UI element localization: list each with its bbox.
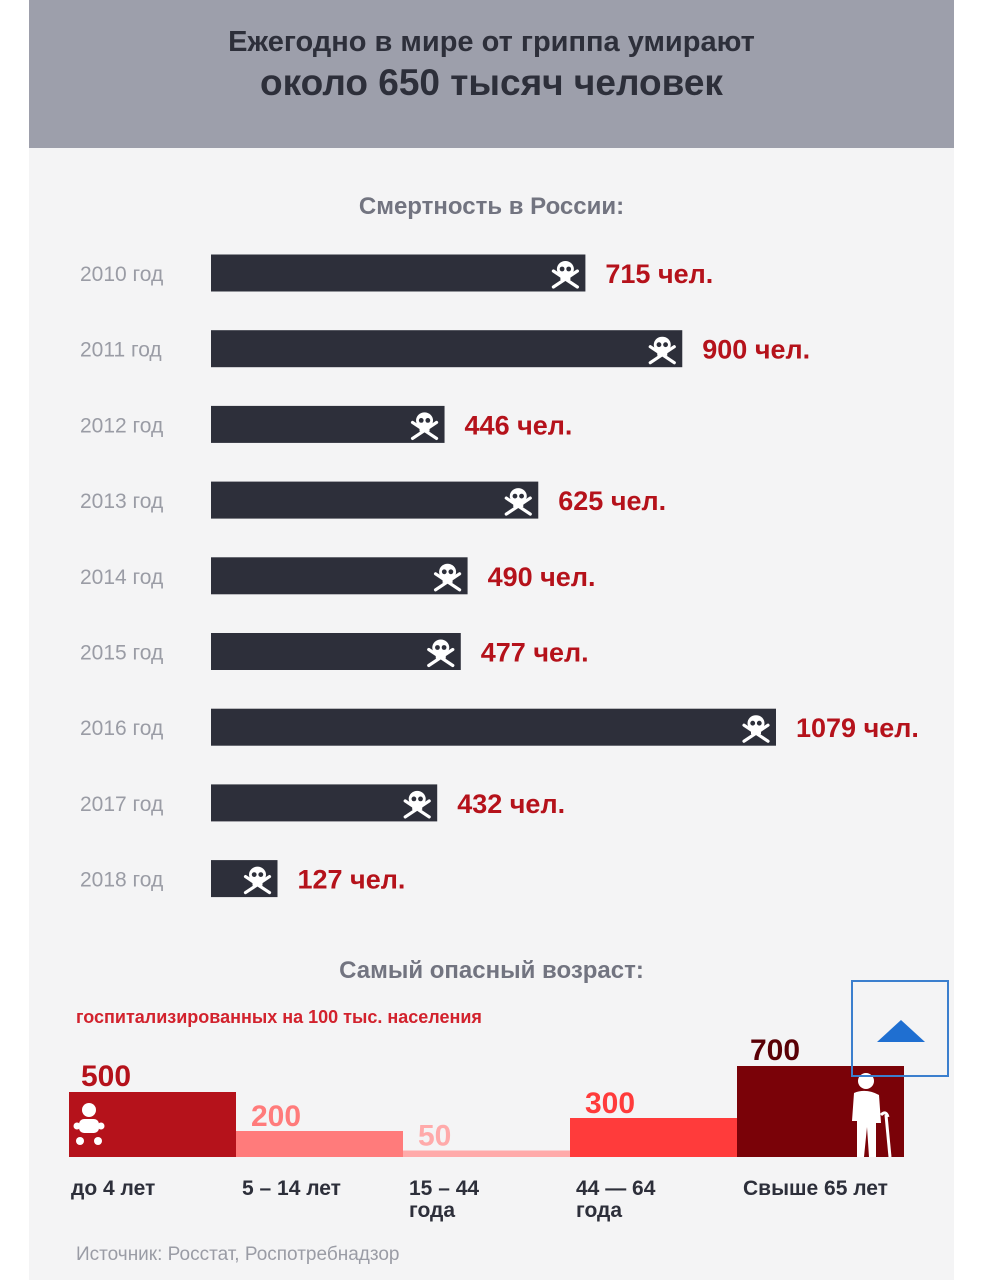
age-section-title: Самый опасный возраст:: [339, 957, 644, 984]
age-category-label: Свыше 65 лет: [743, 1177, 888, 1200]
year-label: 2017 год: [80, 793, 163, 816]
death-value-label: 446 чел.: [465, 410, 573, 440]
skull-crossbones-icon: [243, 866, 272, 895]
death-value-label: 490 чел.: [488, 562, 596, 592]
year-label: 2013 год: [80, 490, 163, 513]
age-value-label: 50: [418, 1120, 451, 1153]
year-label: 2015 год: [80, 642, 163, 665]
death-bar: [211, 330, 683, 368]
death-value-label: 477 чел.: [481, 638, 589, 668]
header-line2: около 650 тысяч человек: [260, 62, 723, 103]
age-value-label: 500: [81, 1060, 131, 1093]
death-value-label: 432 чел.: [457, 789, 565, 819]
death-bar: [211, 708, 776, 746]
death-bar: [211, 481, 539, 519]
age-category-label: 15 – 44: [409, 1177, 479, 1200]
skull-crossbones-icon: [551, 261, 579, 289]
year-label: 2012 год: [80, 414, 163, 437]
age-bar: [570, 1118, 737, 1157]
death-bar: [211, 784, 438, 822]
year-label: 2016 год: [80, 717, 163, 740]
age-category-label: до 4 лет: [71, 1177, 155, 1200]
age-value-label: 200: [251, 1100, 301, 1133]
scroll-to-top-button[interactable]: [851, 980, 949, 1077]
death-bar: [211, 405, 445, 443]
death-bar: [211, 254, 586, 292]
age-bar: [236, 1131, 403, 1157]
skull-crossbones-icon: [742, 715, 770, 743]
death-value-label: 900 чел.: [702, 335, 810, 365]
age-category-label: 44 — 64: [576, 1177, 656, 1200]
death-value-label: 715 чел.: [605, 259, 713, 289]
year-label: 2011 год: [80, 339, 162, 362]
skull-crossbones-icon: [410, 412, 439, 440]
death-value-label: 1079 чел.: [796, 713, 919, 743]
age-value-label: 300: [585, 1087, 635, 1120]
age-category-label: 5 – 14 лет: [242, 1177, 341, 1200]
header-line1: Ежегодно в мире от гриппа умирают: [228, 26, 755, 58]
skull-crossbones-icon: [648, 336, 676, 365]
baby-icon: [73, 1103, 105, 1145]
header-banner: Ежегодно в мире от гриппа умирают около …: [29, 0, 954, 148]
year-label: 2018 год: [80, 869, 163, 892]
age-category-label: года: [576, 1199, 622, 1222]
death-value-label: 127 чел.: [298, 865, 406, 895]
skull-crossbones-icon: [433, 563, 462, 592]
age-subtitle: госпитализированных на 100 тыс. населени…: [76, 1007, 482, 1027]
year-label: 2014 год: [80, 566, 163, 589]
age-bar: [403, 1150, 570, 1157]
skull-crossbones-icon: [403, 790, 431, 819]
skull-crossbones-icon: [504, 488, 532, 516]
death-bar: [211, 557, 468, 595]
triangle-up-icon: [877, 1020, 925, 1042]
death-value-label: 625 чел.: [558, 486, 666, 516]
skull-crossbones-icon: [427, 639, 455, 668]
death-bar: [211, 633, 461, 670]
age-category-label: года: [409, 1199, 455, 1222]
elderly-person-icon: [852, 1073, 892, 1158]
source-note: Источник: Росстат, Роспотребнадзор: [76, 1244, 400, 1265]
russia-section-title: Смертность в России:: [358, 193, 625, 220]
year-label: 2010 год: [80, 263, 163, 286]
age-value-label: 700: [750, 1034, 800, 1067]
